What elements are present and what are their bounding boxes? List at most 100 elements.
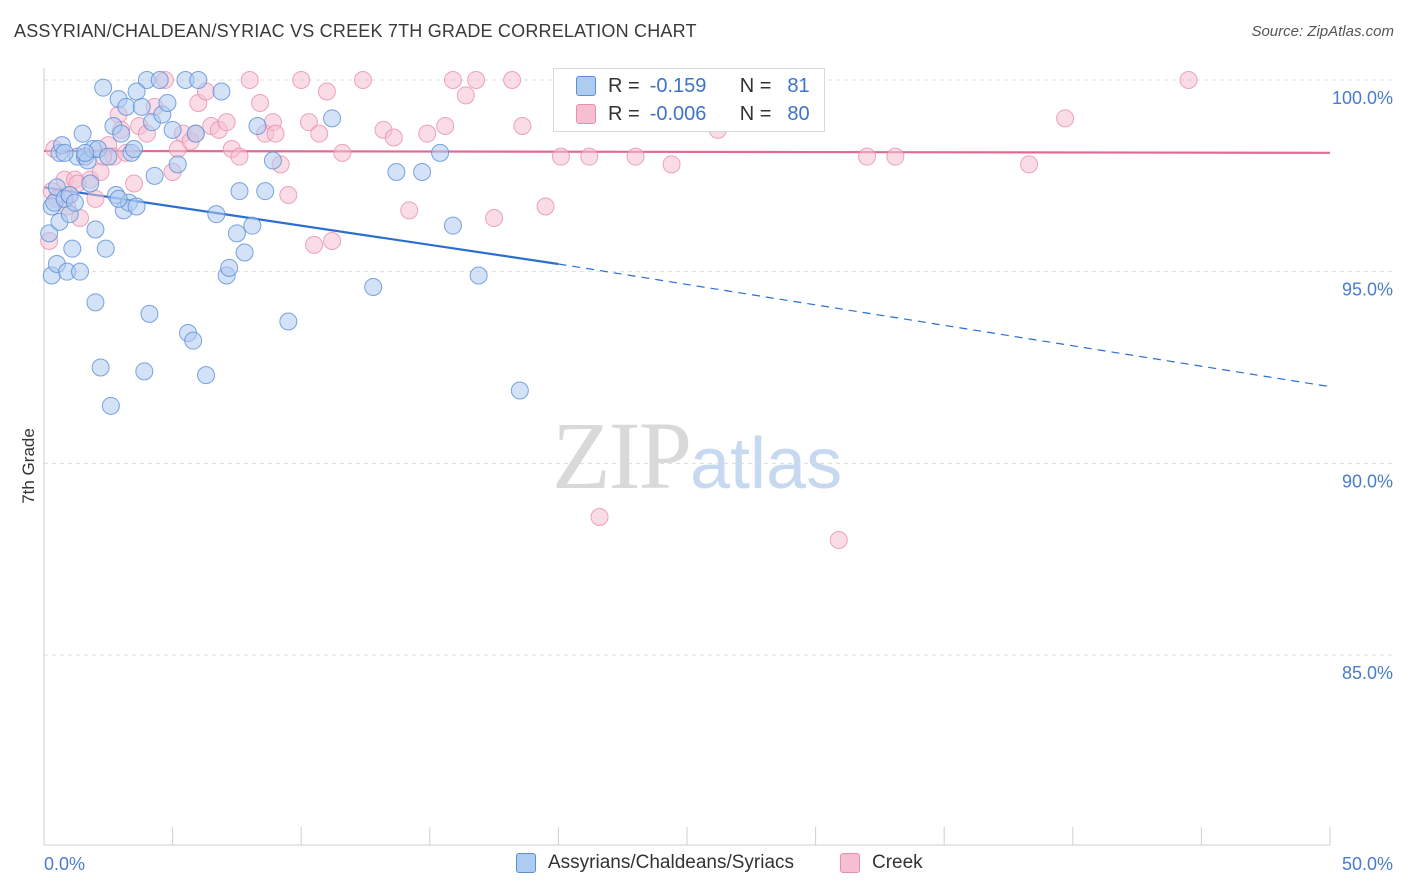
- legend-label-assyrians: Assyrians/Chaldeans/Syriacs: [548, 852, 795, 873]
- legend-r-value: -0.159: [649, 74, 707, 97]
- watermark-atlas: atlas: [690, 424, 843, 504]
- trend-line-creek: [43, 149, 1331, 154]
- point-assyrians: [186, 124, 205, 143]
- point-assyrians: [91, 358, 110, 377]
- legend-r-label: R =: [608, 102, 640, 125]
- point-assyrians: [109, 189, 128, 208]
- point-assyrians: [168, 155, 187, 174]
- point-assyrians: [40, 224, 59, 243]
- point-creek: [230, 147, 249, 166]
- point-assyrians: [212, 82, 231, 101]
- point-assyrians: [135, 362, 154, 381]
- point-creek: [626, 147, 645, 166]
- legend-swatch-blue: [576, 76, 596, 96]
- point-creek: [317, 82, 336, 101]
- point-creek: [536, 197, 555, 216]
- point-assyrians: [145, 166, 164, 185]
- point-assyrians: [81, 174, 100, 193]
- legend-r-label: R =: [608, 74, 640, 97]
- point-creek: [279, 186, 298, 204]
- point-creek: [551, 147, 570, 166]
- point-creek: [323, 232, 342, 250]
- y-tick-label: 100.0%: [1332, 88, 1393, 108]
- tick-labels: 85.0% 90.0% 95.0% 100.0% 0.0% 50.0%: [44, 88, 1393, 874]
- point-assyrians: [132, 97, 151, 116]
- point-creek: [858, 147, 877, 166]
- point-assyrians: [279, 312, 298, 331]
- legend-n-label: N =: [739, 102, 772, 125]
- point-creek: [436, 117, 455, 135]
- point-creek: [333, 143, 352, 162]
- point-assyrians: [243, 216, 262, 235]
- point-assyrians: [101, 396, 120, 415]
- point-creek: [1179, 71, 1198, 89]
- data-points: [40, 71, 1198, 549]
- point-assyrians: [248, 117, 267, 135]
- y-tick-label: 85.0%: [1342, 663, 1393, 683]
- watermark: ZIPatlas: [552, 400, 842, 511]
- point-creek: [467, 71, 486, 89]
- point-assyrians: [96, 239, 115, 258]
- point-creek: [513, 117, 532, 135]
- point-creek: [580, 147, 599, 166]
- y-tick-label: 90.0%: [1342, 471, 1393, 491]
- point-assyrians: [94, 78, 113, 97]
- axes: [43, 68, 1331, 846]
- point-assyrians: [55, 143, 74, 162]
- point-assyrians: [197, 366, 216, 385]
- point-creek: [266, 124, 285, 143]
- point-creek: [456, 86, 475, 105]
- point-assyrians: [65, 193, 84, 212]
- x-tick-label: 0.0%: [44, 854, 85, 874]
- point-creek: [86, 189, 105, 208]
- point-assyrians: [510, 381, 529, 400]
- point-creek: [384, 128, 403, 147]
- point-assyrians: [184, 331, 203, 350]
- point-assyrians: [443, 216, 462, 235]
- point-assyrians: [76, 143, 95, 162]
- point-assyrians: [127, 197, 146, 216]
- point-creek: [125, 174, 144, 193]
- point-assyrians: [230, 182, 249, 201]
- point-assyrians: [263, 151, 282, 170]
- point-creek: [503, 71, 522, 89]
- point-assyrians: [117, 97, 136, 116]
- point-assyrians: [150, 71, 169, 89]
- point-assyrians: [220, 258, 239, 277]
- series-legend: Assyrians/Chaldeans/Syriacs Creek: [0, 852, 1406, 878]
- point-creek: [400, 201, 419, 220]
- gridlines: [44, 79, 1392, 656]
- point-creek: [217, 113, 236, 132]
- point-creek: [305, 235, 324, 254]
- point-assyrians: [189, 71, 208, 89]
- point-assyrians: [227, 224, 246, 243]
- point-assyrians: [86, 220, 105, 239]
- point-creek: [1020, 155, 1039, 174]
- point-creek: [353, 71, 372, 89]
- point-assyrians: [73, 124, 92, 143]
- legend-n-value: 80: [787, 102, 810, 125]
- y-axis-label: 7th Grade: [19, 428, 38, 504]
- point-assyrians: [71, 262, 90, 281]
- legend-row-assyrians: R = -0.159 N = 81: [576, 73, 810, 99]
- point-creek: [240, 71, 259, 89]
- point-creek: [251, 94, 270, 112]
- point-creek: [485, 209, 504, 227]
- legend-n-label: N =: [739, 74, 772, 97]
- source-credit: Source: ZipAtlas.com: [1251, 23, 1394, 40]
- point-assyrians: [235, 243, 254, 262]
- legend-n-value: 81: [787, 74, 810, 97]
- point-creek: [886, 147, 905, 166]
- point-assyrians: [63, 239, 82, 258]
- point-creek: [443, 71, 462, 89]
- chart-title: ASSYRIAN/CHALDEAN/SYRIAC VS CREEK 7TH GR…: [14, 21, 697, 41]
- legend-r-value: -0.006: [649, 102, 707, 125]
- legend-swatch-pink: [840, 853, 860, 873]
- x-tick-label: 50.0%: [1342, 854, 1393, 874]
- legend-swatch-blue: [516, 853, 536, 873]
- watermark-zip: ZIP: [552, 402, 692, 509]
- point-assyrians: [127, 82, 146, 101]
- legend-row-creek: R = -0.006 N = 80: [576, 101, 810, 127]
- point-assyrians: [158, 94, 177, 112]
- point-assyrians: [86, 293, 105, 312]
